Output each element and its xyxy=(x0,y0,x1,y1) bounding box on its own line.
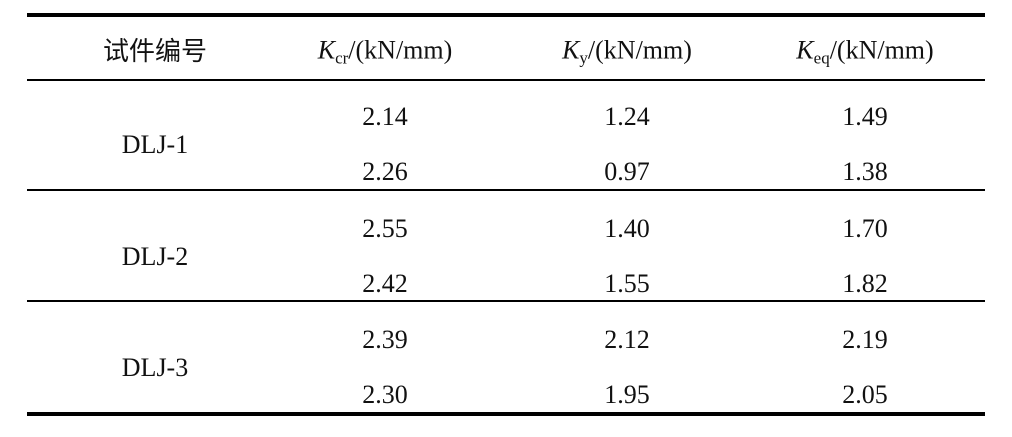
header-subscript: y xyxy=(579,48,588,68)
value-cell: 2.19 xyxy=(842,325,888,354)
value-cell: 2.42 xyxy=(362,269,408,298)
value-cell: 2.39 xyxy=(362,325,408,354)
group-rule xyxy=(27,189,985,191)
header-unit: /(kN/mm) xyxy=(829,35,934,65)
group-rule xyxy=(27,300,985,302)
value-cell: 1.82 xyxy=(842,269,888,298)
header-symbol: K xyxy=(796,35,814,65)
bottom-rule xyxy=(27,412,985,416)
header-unit: /(kN/mm) xyxy=(587,35,692,65)
header-symbol: K xyxy=(562,35,580,65)
value-cell: 1.95 xyxy=(604,380,650,409)
value-cell: 2.05 xyxy=(842,380,888,409)
header-subscript: cr xyxy=(335,48,349,68)
value-cell: 2.12 xyxy=(604,325,650,354)
value-cell: 2.26 xyxy=(362,157,408,186)
value-cell: 1.40 xyxy=(604,214,650,243)
header-cell: 试件编号 xyxy=(102,37,208,66)
header-cell: Kcr/(kN/mm) xyxy=(317,35,453,68)
header-rule xyxy=(27,79,985,81)
value-cell: 1.70 xyxy=(842,214,888,243)
value-cell: 0.97 xyxy=(604,157,650,186)
header-cell: Ky/(kN/mm) xyxy=(562,35,692,68)
header-symbol: K xyxy=(317,35,336,65)
specimen-cell: DLJ-1 xyxy=(121,129,189,159)
value-cell: 1.49 xyxy=(842,102,888,131)
header-subscript: eq xyxy=(813,48,830,68)
value-cell: 2.55 xyxy=(362,214,408,243)
value-cell: 1.55 xyxy=(604,269,650,298)
header-cell: Keq/(kN/mm) xyxy=(796,35,934,68)
specimen-cell: DLJ-3 xyxy=(121,352,189,382)
value-cell: 1.38 xyxy=(842,157,888,186)
top-rule xyxy=(27,13,985,17)
header-unit: /(kN/mm) xyxy=(348,35,453,65)
value-cell: 1.24 xyxy=(604,102,650,131)
value-cell: 2.30 xyxy=(362,380,408,409)
specimen-cell: DLJ-2 xyxy=(121,241,189,271)
value-cell: 2.14 xyxy=(362,102,408,131)
